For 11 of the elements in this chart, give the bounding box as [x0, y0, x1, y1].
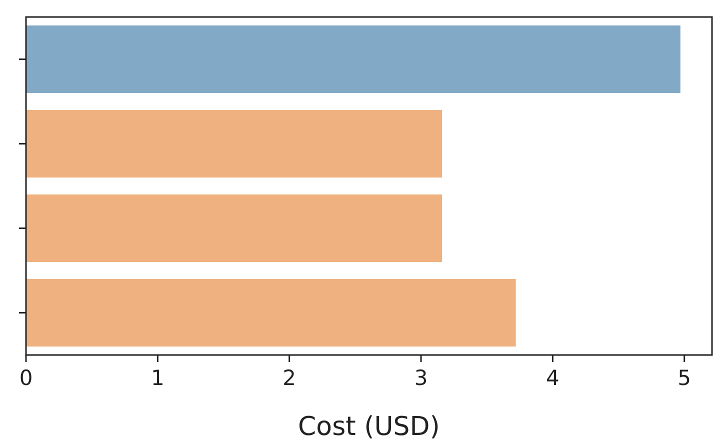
x-tick-label: 4: [546, 366, 560, 390]
x-tick-label: 0: [19, 366, 33, 390]
bar: [26, 25, 680, 94]
bar: [26, 278, 516, 347]
x-tick-label: 2: [282, 366, 296, 390]
bar: [26, 194, 442, 262]
bar: [26, 110, 442, 178]
x-tick-label: 5: [678, 366, 692, 390]
x-tick-label: 1: [150, 366, 164, 390]
x-axis-title: Cost (USD): [298, 412, 440, 442]
x-tick-label: 3: [414, 366, 428, 390]
